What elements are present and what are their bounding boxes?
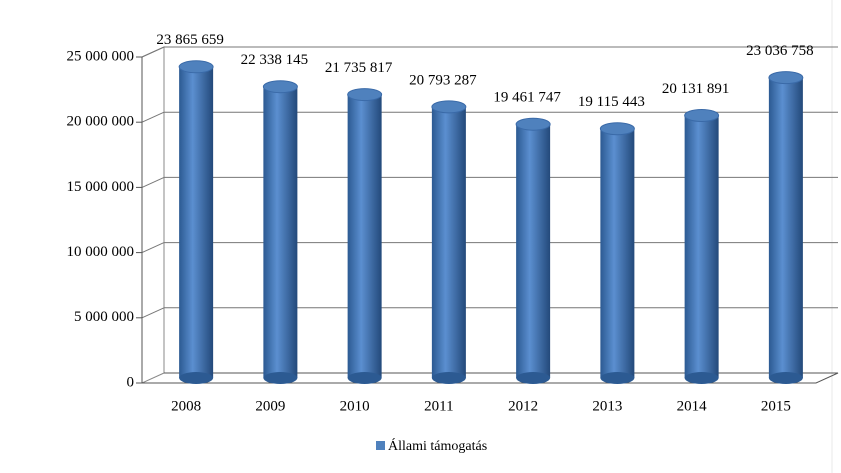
bar bbox=[179, 66, 214, 378]
x-tick-label: 2008 bbox=[171, 398, 201, 414]
y-tick-label: 0 bbox=[127, 374, 135, 390]
grid-line bbox=[141, 176, 165, 188]
x-tick-label: 2012 bbox=[508, 398, 538, 414]
bar-base bbox=[600, 372, 635, 384]
bar-base bbox=[768, 372, 803, 384]
x-tick-label: 2010 bbox=[340, 398, 370, 414]
x-tick-label: 2009 bbox=[255, 398, 285, 414]
bar-top bbox=[515, 117, 551, 131]
bar bbox=[600, 128, 635, 378]
y-tick-label: 15 000 000 bbox=[67, 179, 135, 195]
grid-line bbox=[141, 46, 165, 58]
x-tick-label: 2015 bbox=[761, 398, 791, 414]
bar-top bbox=[347, 88, 383, 102]
grid-line bbox=[141, 111, 165, 123]
bar-top bbox=[768, 71, 804, 85]
data-label: 20 131 891 bbox=[662, 81, 730, 97]
y-tick-label: 5 000 000 bbox=[74, 309, 134, 325]
bar-top bbox=[262, 80, 298, 94]
bar bbox=[516, 124, 551, 379]
grid-line bbox=[141, 242, 165, 254]
bar bbox=[347, 94, 382, 379]
x-tick-label: 2013 bbox=[592, 398, 622, 414]
x-tick-label: 2014 bbox=[677, 398, 708, 414]
data-label: 22 338 145 bbox=[241, 52, 309, 68]
bar bbox=[263, 86, 298, 379]
y-tick-label: 25 000 000 bbox=[67, 48, 135, 64]
legend-label: Állami támogatás bbox=[388, 437, 487, 454]
bar-base bbox=[263, 372, 298, 384]
data-label: 19 115 443 bbox=[578, 94, 645, 110]
grid-line bbox=[141, 307, 165, 319]
bar-base bbox=[347, 372, 382, 384]
bar-top bbox=[684, 108, 720, 122]
bar bbox=[768, 77, 803, 378]
bar-top bbox=[599, 122, 635, 136]
bar-top bbox=[178, 60, 214, 74]
data-label: 23 865 659 bbox=[156, 32, 224, 48]
data-label: 20 793 287 bbox=[409, 72, 477, 88]
bar-base bbox=[179, 372, 214, 384]
bar-base bbox=[431, 372, 466, 384]
bar-base bbox=[684, 372, 719, 384]
bar bbox=[684, 115, 719, 379]
bar bbox=[431, 106, 466, 379]
legend-swatch bbox=[376, 441, 385, 450]
y-tick-label: 10 000 000 bbox=[67, 244, 135, 260]
bar-base bbox=[516, 372, 551, 384]
data-label: 23 036 758 bbox=[746, 43, 814, 59]
data-label: 19 461 747 bbox=[493, 90, 561, 106]
floor bbox=[142, 372, 839, 384]
data-label: 21 735 817 bbox=[325, 60, 393, 76]
y-tick-label: 20 000 000 bbox=[67, 114, 135, 130]
x-tick-label: 2011 bbox=[424, 398, 453, 414]
bar-top bbox=[431, 100, 467, 114]
side-wall bbox=[141, 46, 165, 384]
